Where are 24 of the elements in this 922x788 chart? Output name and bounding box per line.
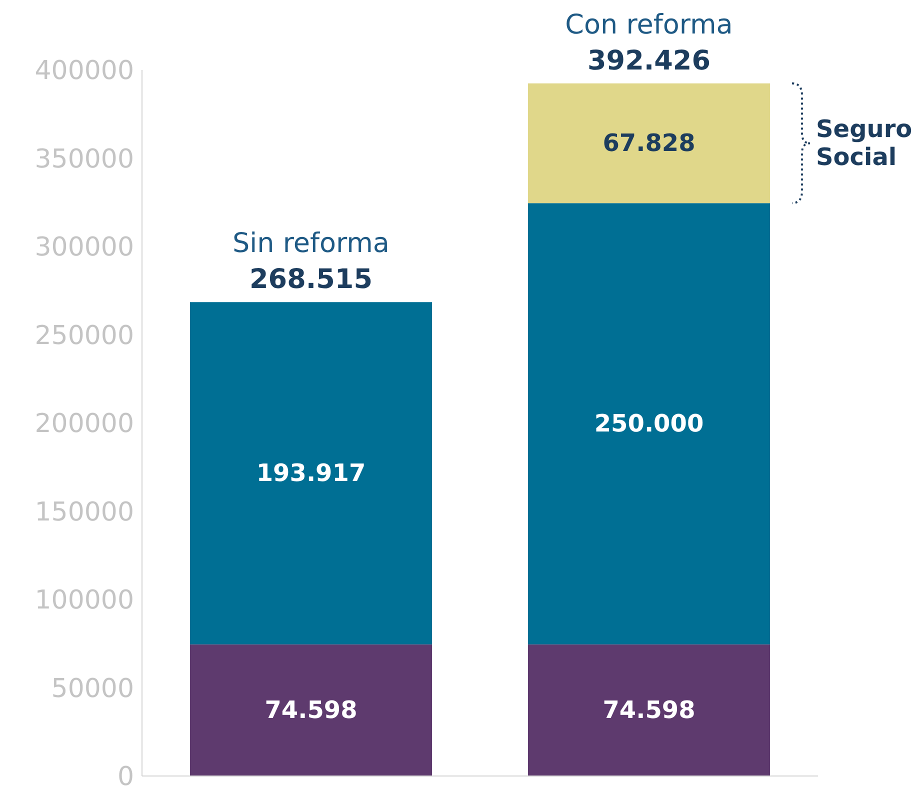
y-tick-label: 400000: [34, 56, 134, 86]
data-label: 74.598: [264, 696, 358, 724]
bar: [190, 302, 432, 644]
bar: [190, 644, 432, 776]
x-tick-label: Con reforma: [565, 9, 733, 40]
total-label: 268.515: [250, 264, 372, 296]
y-tick-label: 250000: [34, 320, 134, 351]
bar: [528, 83, 770, 204]
total-label: 392.426: [588, 45, 710, 76]
data-label: 193.917: [256, 459, 366, 488]
y-tick-label: 0: [117, 762, 134, 788]
bar: [528, 203, 770, 644]
data-label: 250.000: [594, 410, 704, 438]
y-tick-label: 200000: [34, 409, 134, 440]
y-tick-label: 50000: [51, 674, 134, 704]
y-tick-label: 350000: [34, 144, 134, 174]
y-tick-label: 300000: [34, 232, 134, 263]
x-tick-label: Sin reforma: [232, 228, 390, 260]
y-tick-label: 150000: [34, 497, 134, 528]
data-label: 74.598: [602, 696, 696, 724]
series-label: Seguro Social: [816, 115, 912, 172]
y-tick-label: 100000: [34, 586, 134, 616]
bar: [528, 644, 770, 776]
data-label: 67.828: [602, 129, 696, 158]
